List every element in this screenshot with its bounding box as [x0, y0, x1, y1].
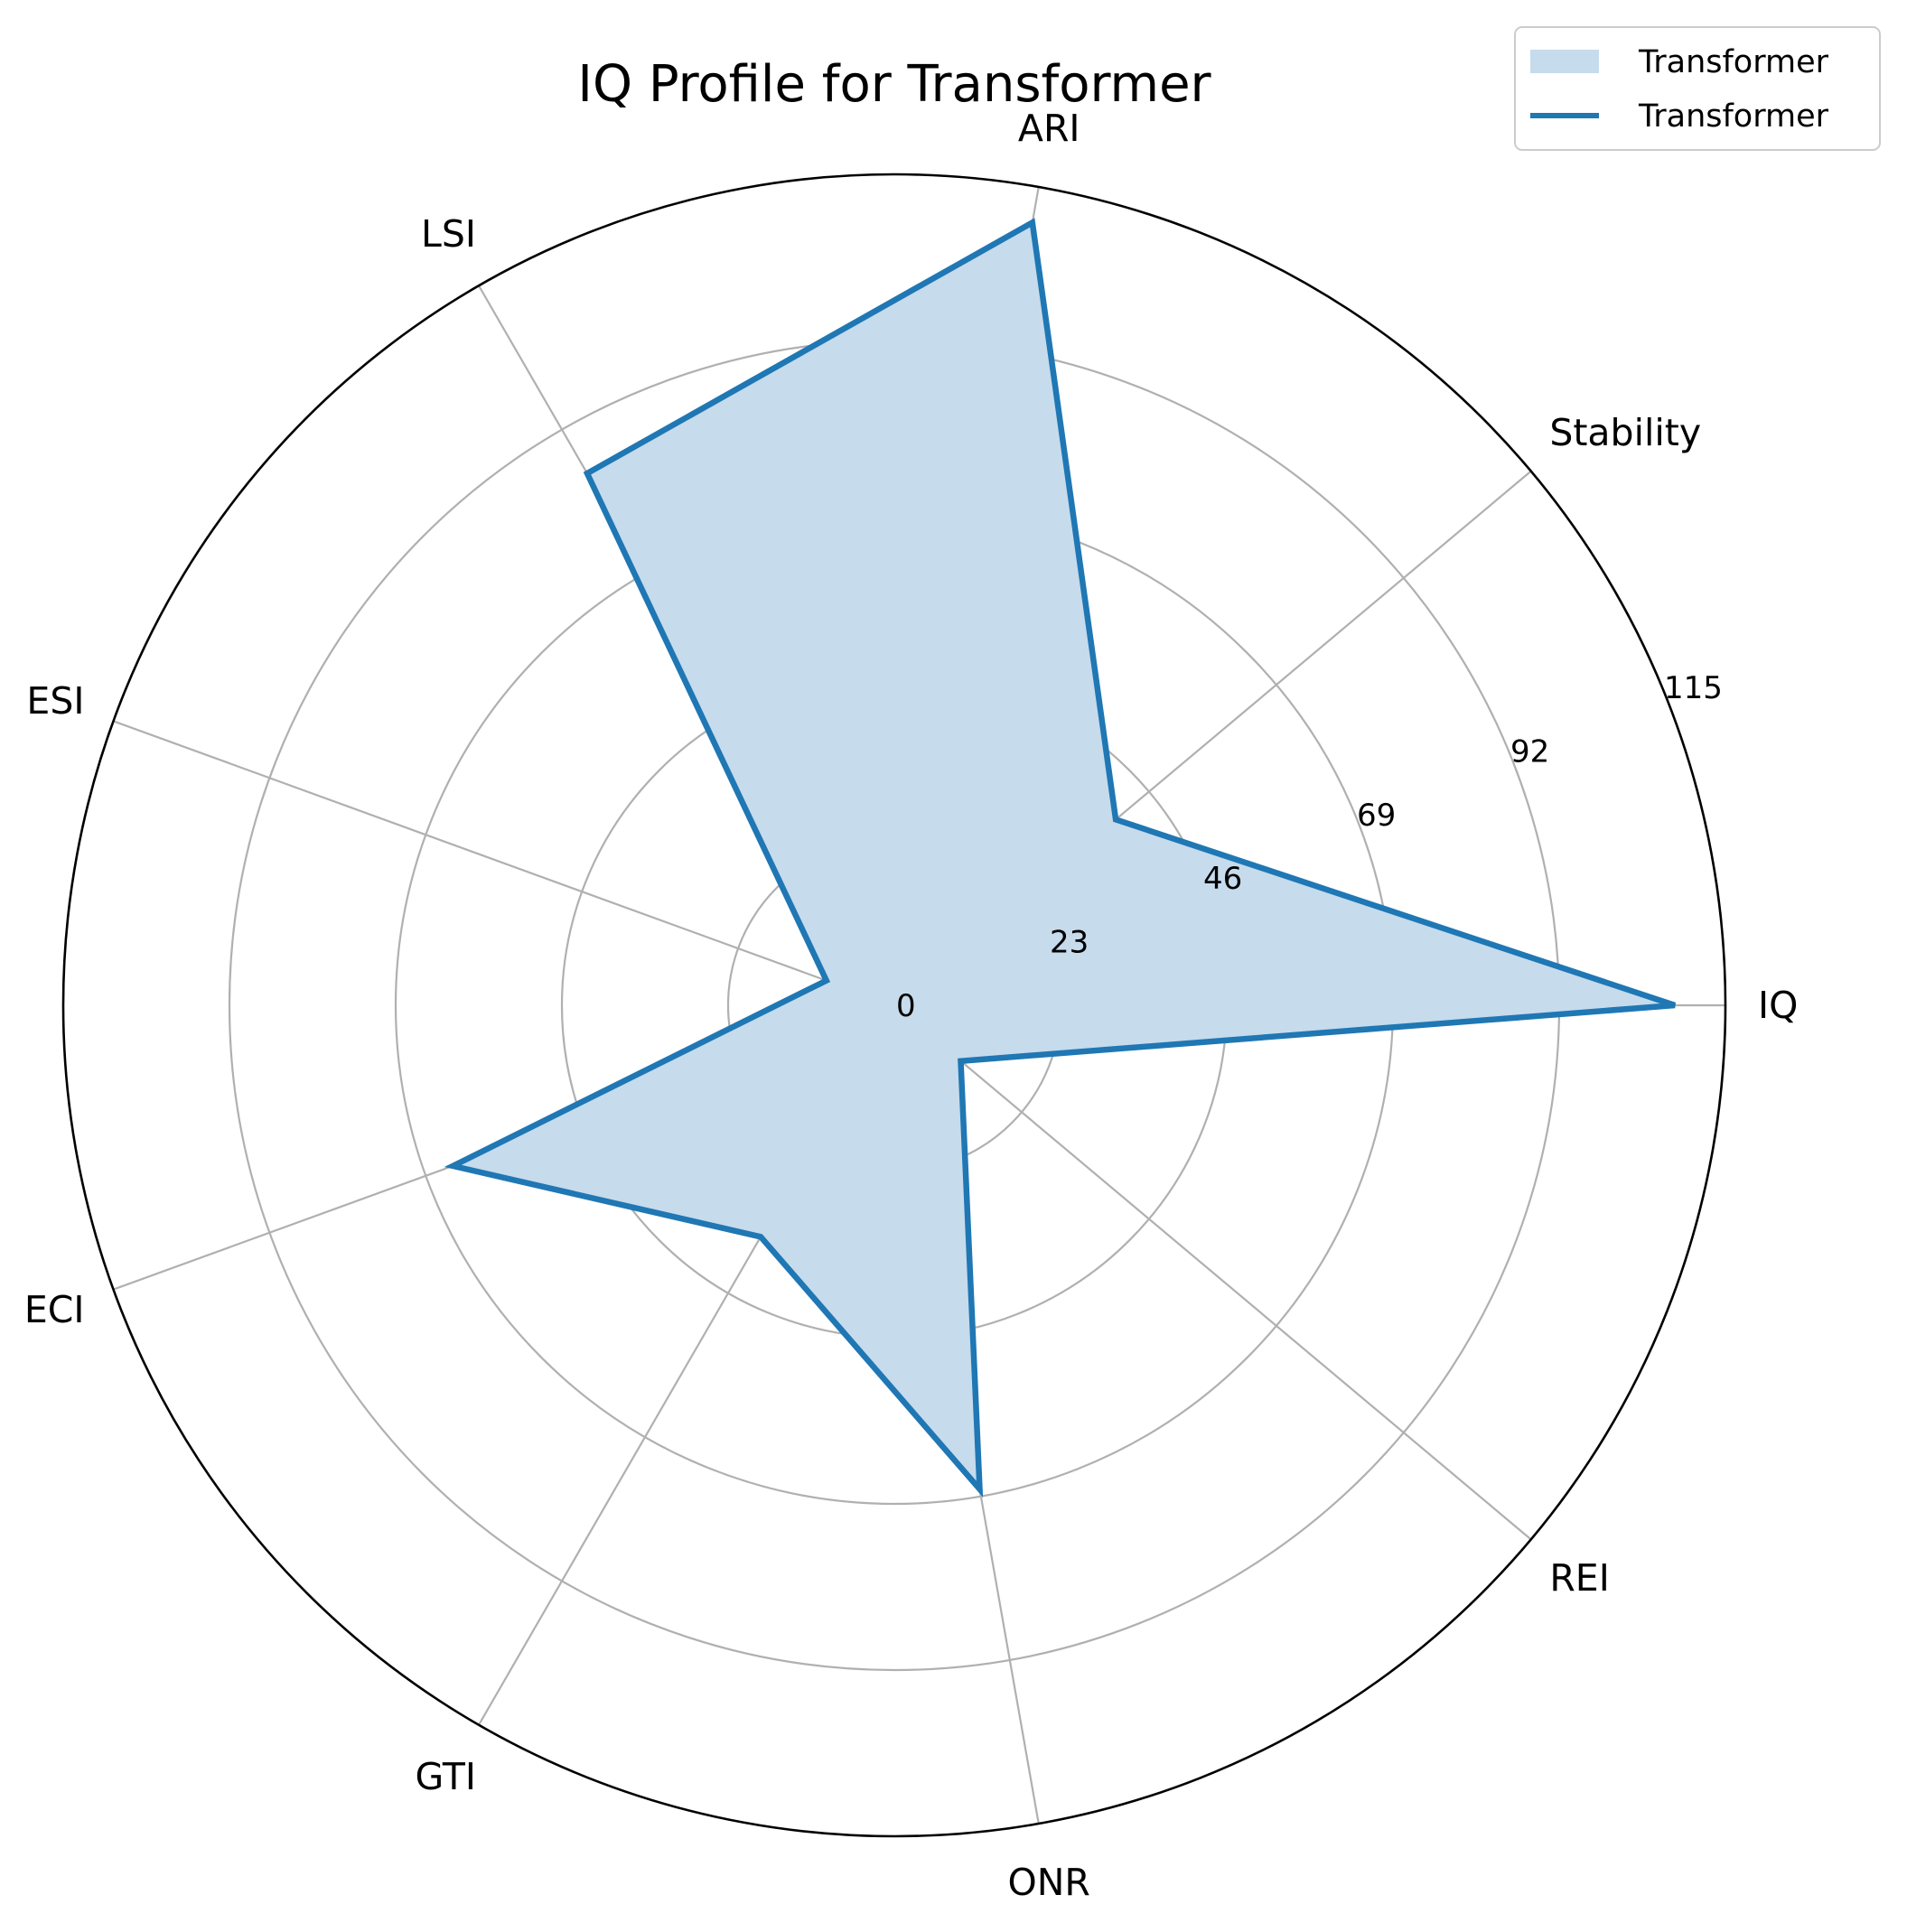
axis-label: IQ	[1758, 984, 1798, 1027]
legend-label-line: Transformer	[1638, 98, 1829, 135]
data-layer	[444, 218, 1677, 1498]
axis-label: ESI	[26, 679, 84, 723]
axis-label: LSI	[421, 212, 476, 256]
axis-label: ARI	[1018, 107, 1080, 150]
radial-tick-label: 69	[1357, 798, 1396, 834]
radial-tick-label: 23	[1050, 925, 1089, 961]
legend-label-fill: Transformer	[1638, 44, 1829, 80]
axis-label: REI	[1549, 1556, 1610, 1600]
radial-tick-label: 0	[896, 988, 916, 1024]
axis-label: Stability	[1549, 411, 1701, 454]
chart-title: IQ Profile for Transformer	[577, 55, 1211, 114]
axis-label: ECI	[24, 1288, 85, 1331]
axis-label: GTI	[416, 1755, 476, 1798]
series-fill-area	[453, 222, 1675, 1489]
label-layer: IQ Stability ARI LSI ESI ECI GTI ONR REI 0 23 46 69 9…	[24, 107, 1799, 1904]
grid-spoke	[893, 1004, 1532, 1541]
axis-label: ONR	[1007, 1861, 1089, 1904]
legend-frame	[1514, 26, 1881, 151]
legend: Transformer Transformer	[1514, 26, 1881, 151]
radial-tick-label: 92	[1510, 733, 1549, 770]
radial-tick-label: 115	[1664, 670, 1723, 706]
outer-frame	[61, 173, 1727, 1838]
grid-spoke	[113, 720, 895, 1007]
series-line	[444, 218, 1677, 1498]
radial-tick-label: 46	[1203, 861, 1242, 897]
legend-fill-swatch	[1530, 50, 1599, 73]
